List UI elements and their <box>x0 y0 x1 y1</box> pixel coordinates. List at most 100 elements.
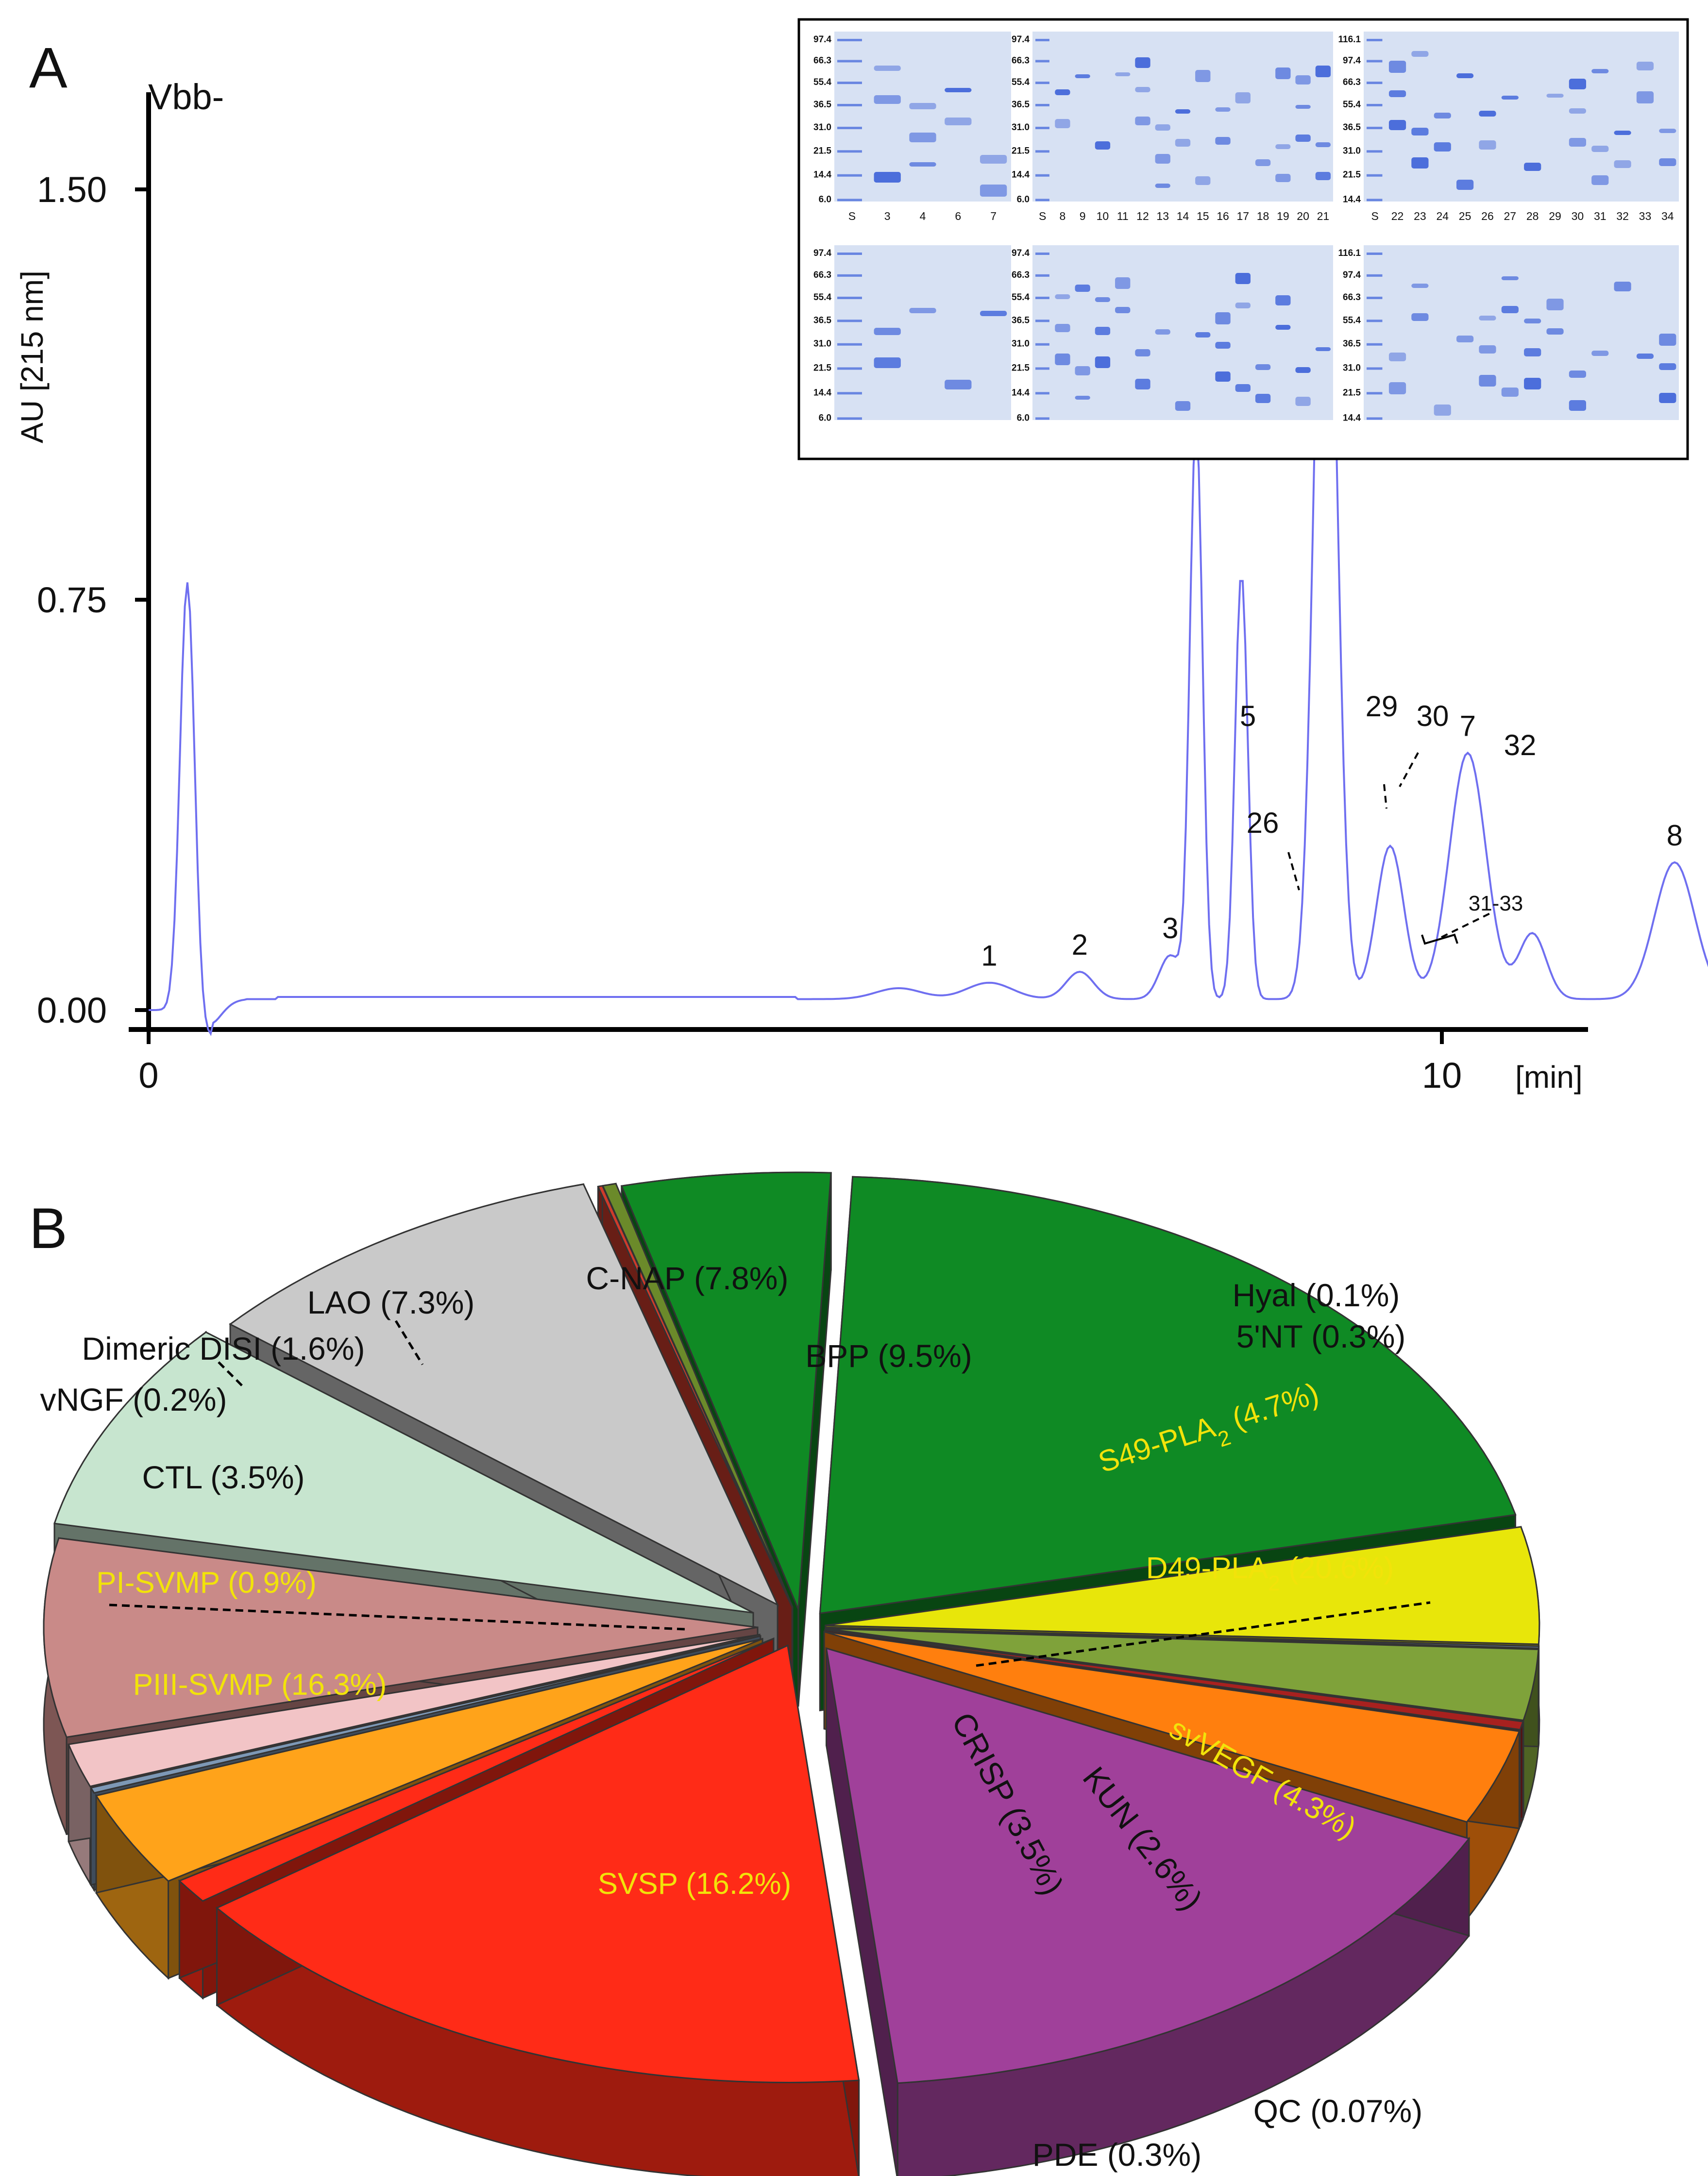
pie-slice-vngf <box>89 1635 761 1794</box>
marker-band <box>1367 127 1383 130</box>
gel-marker-label: 31.0 <box>813 339 831 349</box>
protein-band <box>1501 96 1519 100</box>
marker-band <box>837 367 862 370</box>
protein-band <box>1479 345 1496 354</box>
protein-band <box>1155 124 1170 131</box>
protein-band <box>1546 94 1564 98</box>
pie-slice-bpp <box>229 1183 779 1606</box>
protein-band <box>1195 70 1211 82</box>
gel-lane-label: 30 <box>1572 210 1584 222</box>
marker-band <box>837 127 862 130</box>
protein-band <box>1235 273 1251 284</box>
protein-band <box>1055 119 1070 128</box>
gel-marker-label: 21.5 <box>1012 146 1030 156</box>
protein-band <box>874 66 901 71</box>
protein-band <box>1315 172 1331 180</box>
pie-slice-hyal <box>597 1185 793 1608</box>
marker-band <box>837 296 862 299</box>
gel-marker-label: 6.0 <box>1017 413 1030 423</box>
peak-label: 31-33 <box>1469 892 1523 915</box>
peak-label: 8 <box>1667 819 1683 852</box>
protein-band <box>980 185 1007 197</box>
protein-band <box>1456 73 1474 78</box>
protein-band <box>1055 89 1070 95</box>
chromatogram: Vbb- AU [215 nm] [min] 0.00 0.75 1.50 0 10 20… <box>15 42 1708 1096</box>
protein-band <box>1215 371 1231 382</box>
protein-band <box>1388 90 1406 97</box>
peak-label: 29 <box>1366 690 1398 723</box>
pie-label-qc: QC (0.07%) <box>1253 2093 1422 2129</box>
protein-band <box>1275 144 1291 149</box>
protein-band <box>909 103 936 109</box>
protein-band <box>1235 303 1251 308</box>
gel-marker-label: 116.1 <box>1338 248 1361 258</box>
marker-band <box>1035 127 1049 130</box>
gel-lane-label: 6 <box>955 210 961 222</box>
protein-band <box>1255 394 1271 403</box>
protein-band <box>1591 69 1609 73</box>
marker-band <box>837 82 862 84</box>
pie-label-disi: Dimeric DISI (1.6%) <box>82 1331 365 1366</box>
pie-leader-lines <box>109 1320 1431 1667</box>
protein-band <box>1095 327 1111 335</box>
protein-band <box>1135 117 1150 125</box>
protein-band <box>1115 72 1131 76</box>
protein-band <box>1135 349 1150 356</box>
gel-block: 116.1 97.4 66.3 55.4 36.5 31.0 21.5 14.4 <box>1338 245 1679 423</box>
protein-band <box>1195 176 1211 185</box>
protein-band <box>1175 401 1191 411</box>
protein-band <box>1636 354 1654 359</box>
pie-label-ctl: CTL (3.5%) <box>142 1459 305 1495</box>
pie-slice-pde <box>825 1629 1524 1731</box>
marker-band <box>1035 150 1049 153</box>
protein-band <box>1115 277 1131 289</box>
marker-band <box>837 174 862 177</box>
protein-band <box>1155 329 1170 335</box>
gel-block: 116.1 97.4 66.3 55.4 36.5 31.0 21.5 14.4 S 22 23 24… <box>1338 32 1679 222</box>
marker-band <box>1367 150 1383 153</box>
gel-marker-label: 31.0 <box>1343 363 1361 373</box>
protein-band <box>874 357 901 368</box>
marker-band <box>837 392 862 395</box>
protein-band <box>1524 378 1541 389</box>
protein-band <box>1614 131 1631 135</box>
gel-lane-label: 4 <box>920 210 926 222</box>
protein-band <box>1434 113 1451 118</box>
marker-band <box>837 417 862 420</box>
gel-lane-label: 3 <box>884 210 891 222</box>
gel-marker-label: 55.4 <box>813 292 831 303</box>
y-tick-label: 1.50 <box>37 169 107 210</box>
x-axis-label: [min] <box>1515 1060 1583 1095</box>
gel-lane-label: 23 <box>1414 210 1426 222</box>
protein-band <box>1115 307 1131 313</box>
pie-slice-pisvmp <box>178 1637 774 1902</box>
protein-band <box>874 328 901 335</box>
marker-band <box>837 60 862 63</box>
protein-band <box>1411 128 1429 135</box>
marker-band <box>1367 296 1383 299</box>
gel-marker-label: 55.4 <box>1343 315 1361 325</box>
chromatogram-trace <box>149 85 1708 1036</box>
gel-marker-label: 36.5 <box>1012 315 1030 325</box>
protein-band <box>1456 180 1474 190</box>
protein-band <box>945 380 972 389</box>
marker-band <box>837 343 862 346</box>
protein-band <box>1524 348 1541 356</box>
gel-lane-label: 34 <box>1661 210 1674 222</box>
marker-band <box>1367 39 1383 41</box>
pie-slice-kun <box>825 1628 1539 1721</box>
marker-band <box>1035 39 1049 41</box>
protein-band <box>1501 306 1519 313</box>
protein-band <box>980 155 1007 164</box>
protein-band <box>1546 299 1564 310</box>
marker-band <box>1035 296 1049 299</box>
protein-band <box>874 172 901 183</box>
gel-marker-label: 6.0 <box>819 413 831 423</box>
pie-slice-svsp <box>825 1647 1471 2084</box>
protein-band <box>1315 347 1331 351</box>
protein-band <box>1569 371 1587 378</box>
gel-block: 97.4 66.3 55.4 36.5 31.0 21.5 14.4 6.0 <box>813 245 1011 423</box>
venom-composition-pie: SVSP (16.2%) CRISP (3.5%)PDE (0.3%)KUN (2… <box>40 1171 1540 2176</box>
marker-band <box>837 320 862 322</box>
peak-label: 3 <box>1162 912 1178 945</box>
